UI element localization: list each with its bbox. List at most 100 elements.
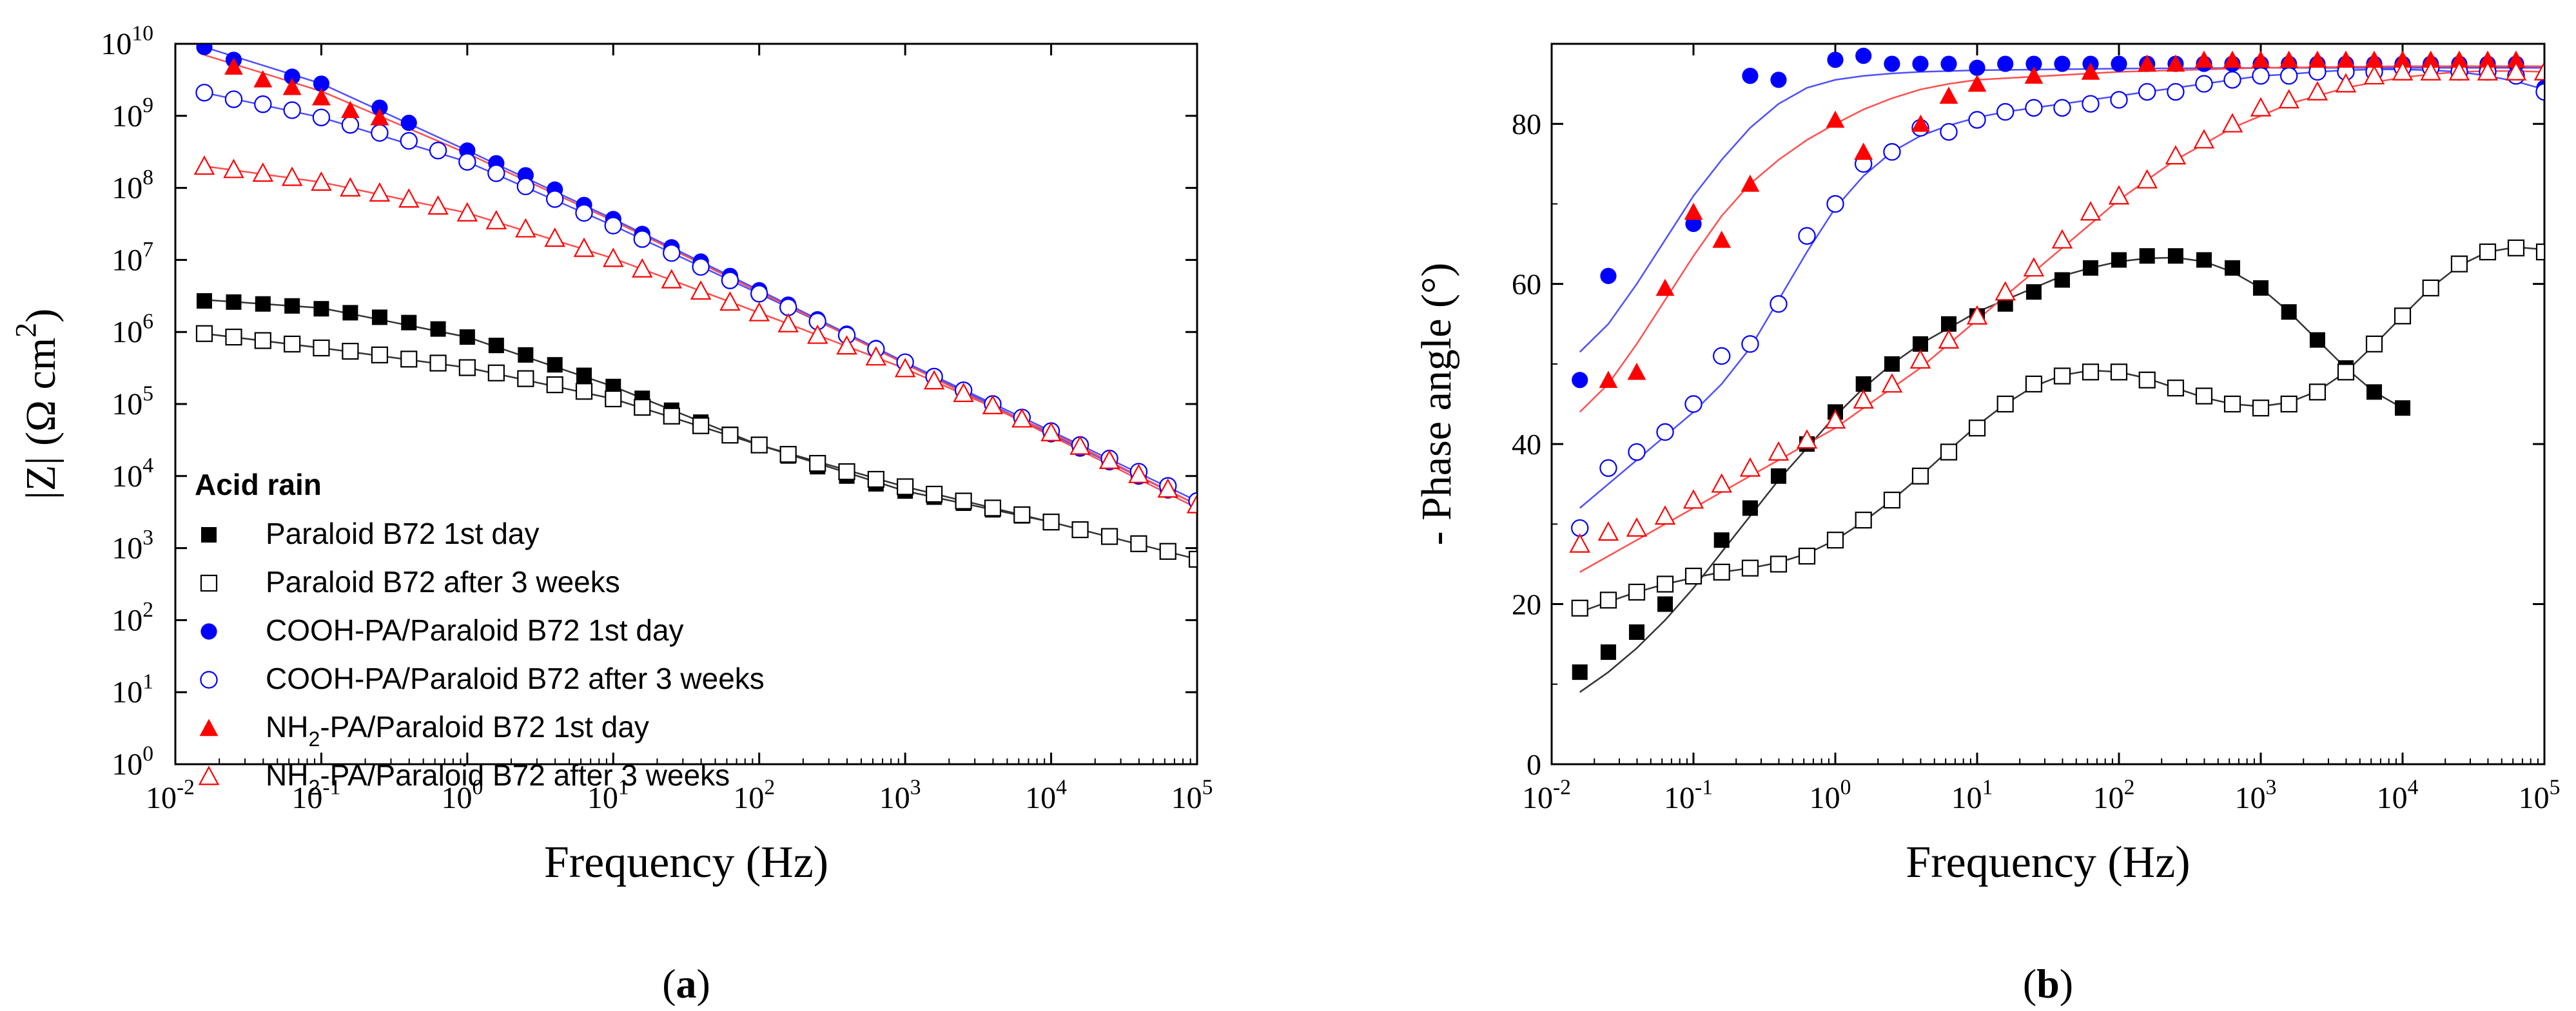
data-point: [313, 75, 330, 92]
data-point: [1186, 495, 1196, 514]
data-point: [1572, 664, 1588, 680]
data-point: [867, 470, 884, 488]
data-point: [2250, 97, 2272, 117]
data-point: [371, 124, 389, 142]
data-point: [2138, 82, 2156, 101]
data-point: [400, 131, 418, 150]
data-point: [371, 99, 388, 116]
data-point: [1713, 347, 1731, 365]
data-point: [2082, 363, 2100, 381]
data-point: [1626, 517, 1648, 537]
y-tick-label: 105​: [112, 381, 153, 421]
data-point: [2533, 62, 2544, 81]
data-point: [1997, 55, 2014, 72]
legend-marker: [198, 765, 220, 785]
data-point: [2108, 185, 2130, 205]
x-tick-label: 105​: [2519, 775, 2561, 815]
data-point: [1855, 376, 1871, 392]
plot-area: [1569, 48, 2544, 693]
legend-label: COOH-PA/Paraloid B72 1st day: [266, 613, 684, 647]
data-point: [1069, 435, 1091, 455]
y-tick-label: 109​: [112, 93, 153, 133]
data-point: [2336, 50, 2356, 68]
data-point: [2279, 50, 2299, 68]
data-point: [2450, 50, 2469, 68]
data-point: [1939, 86, 1958, 104]
data-point: [225, 328, 242, 346]
x-tick-label: 104​: [1025, 775, 1067, 815]
data-point: [1628, 583, 1646, 601]
data-point: [1996, 102, 2015, 121]
data-point: [690, 280, 712, 300]
data-point: [1600, 267, 1617, 284]
data-point: [2393, 50, 2412, 68]
data-point: [371, 309, 387, 325]
data-point: [223, 159, 244, 178]
data-point: [1911, 467, 1929, 485]
data-point: [2308, 383, 2327, 401]
data-point: [459, 329, 475, 345]
x-tick-label: 10-2​: [1522, 775, 1571, 815]
data-point: [719, 291, 741, 311]
data-point: [547, 357, 563, 373]
data-point: [1855, 48, 1872, 64]
data-point: [1855, 512, 1872, 529]
data-point: [400, 351, 418, 368]
data-point: [1996, 395, 2014, 413]
data-point: [1941, 316, 1957, 332]
data-point: [2252, 400, 2270, 417]
y-tick-label: 102​: [112, 598, 153, 638]
x-tick-label: 104​: [2377, 775, 2419, 815]
y-tick-label: 80: [1512, 108, 1541, 140]
data-point: [1159, 543, 1176, 560]
data-point: [485, 209, 507, 229]
data-point: [2194, 50, 2214, 68]
data-point: [1884, 55, 1900, 72]
data-point: [2196, 252, 2212, 268]
data-point: [2478, 50, 2497, 68]
data-point: [1911, 114, 1930, 132]
y-tick-label: 20: [1512, 588, 1541, 621]
data-point: [2053, 99, 2071, 117]
data-point: [750, 285, 768, 303]
data-point: [253, 70, 273, 88]
data-point: [2138, 371, 2156, 389]
data-point: [2167, 248, 2183, 264]
data-point: [2166, 54, 2185, 72]
data-point: [1188, 550, 1196, 568]
data-point: [1741, 335, 1759, 353]
data-point: [692, 258, 710, 276]
y-tick-label: 101​: [112, 670, 153, 710]
data-point: [2139, 248, 2155, 264]
data-point: [1741, 559, 1759, 577]
data-point: [604, 217, 622, 235]
data-point: [2394, 307, 2412, 325]
data-point: [2054, 55, 2071, 72]
data-point: [1713, 563, 1730, 581]
data-point: [2505, 61, 2527, 81]
data-point: [193, 155, 215, 175]
data-point: [1826, 532, 1844, 549]
y-tick-label: 107​: [112, 238, 153, 278]
data-point: [1572, 372, 1588, 389]
data-point: [1684, 567, 1703, 585]
data-point: [2023, 257, 2045, 277]
data-point: [2420, 61, 2441, 81]
data-point: [632, 258, 653, 278]
data-point: [226, 294, 242, 310]
data-point: [1967, 74, 1987, 92]
legend-marker: [201, 527, 217, 543]
data-point: [1627, 362, 1646, 380]
fit-line: [204, 298, 1051, 523]
data-point: [1599, 371, 1618, 388]
data-point: [2223, 395, 2241, 413]
panel-label: (a): [662, 961, 710, 1006]
data-point: [2082, 95, 2100, 113]
data-point: [284, 335, 301, 353]
data-point: [427, 195, 449, 215]
data-point: [809, 455, 826, 472]
data-point: [313, 301, 329, 317]
legend-label: Paraloid B72 after 3 weeks: [266, 565, 620, 599]
data-point: [2024, 66, 2044, 84]
data-point: [2363, 64, 2385, 85]
